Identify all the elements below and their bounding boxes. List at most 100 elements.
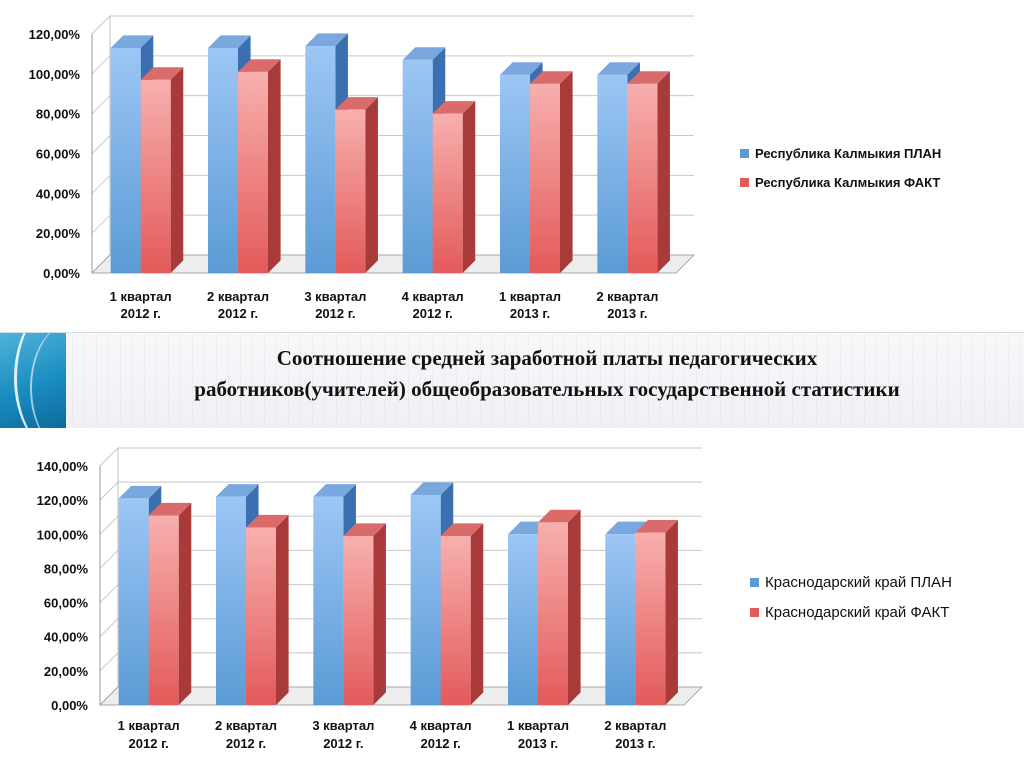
- bar-fact-side: [170, 67, 184, 273]
- legend-label-plan: Краснодарский край ПЛАН: [765, 574, 952, 591]
- y-tick-label: 100,00%: [37, 527, 89, 542]
- gridline-diagonal: [91, 214, 111, 234]
- x-tick-label: 2 квартал: [207, 289, 269, 304]
- bar-fact: [530, 83, 560, 274]
- bar-fact-top: [627, 71, 670, 84]
- legend-label-fact: Республика Калмыкия ФАКТ: [755, 175, 940, 190]
- x-tick-label: 3 квартал: [304, 289, 366, 304]
- x-tick-label: 3 квартал: [312, 718, 374, 733]
- x-tick-label: 1 квартал: [118, 718, 180, 733]
- bar-fact-top: [238, 59, 281, 72]
- x-tick-label: 2012 г.: [218, 306, 258, 321]
- bar-plan: [313, 496, 344, 705]
- bar-plan: [508, 534, 538, 705]
- bar-fact: [432, 113, 463, 274]
- y-tick-label: 20,00%: [44, 664, 89, 679]
- x-tick-label: 1 квартал: [499, 289, 561, 304]
- x-tick-label: 1 квартал: [507, 718, 569, 733]
- bar-fact-top: [635, 519, 678, 533]
- gridline-diagonal: [99, 515, 119, 535]
- gridline-diagonal: [91, 135, 111, 154]
- x-tick-label: 2012 г.: [129, 736, 169, 751]
- bar-fact-top: [343, 523, 386, 536]
- bar-plan-top: [305, 33, 348, 46]
- x-tick-label: 2013 г.: [518, 736, 558, 751]
- bar-fact-side: [568, 509, 581, 705]
- bar-plan: [500, 74, 530, 274]
- x-tick-label: 2012 г.: [413, 306, 453, 321]
- legend-swatch-fact: [750, 608, 759, 617]
- bar-plan-top: [313, 484, 356, 497]
- bar-fact-side: [560, 71, 573, 273]
- legend-swatch-plan: [750, 578, 759, 587]
- bar-plan: [597, 74, 628, 274]
- bar-plan-top: [118, 485, 162, 499]
- bar-plan-top: [500, 62, 543, 75]
- bar-plan-top: [216, 484, 259, 497]
- chart-krasnodar-svg: 0,00% 20,00% 40,00% 60,00% 80,00% 100,00% 120,…: [37, 447, 952, 751]
- bar-fact-top: [530, 71, 573, 84]
- bar-fact: [440, 535, 471, 705]
- bar-plan: [410, 495, 441, 705]
- x-tick-label: 4 квартал: [410, 718, 472, 733]
- x-tick-label: 2013 г.: [615, 736, 655, 751]
- bar-fact-top: [335, 97, 378, 110]
- gridline-diagonal: [91, 95, 111, 115]
- bar-fact-side: [178, 502, 192, 705]
- y-tick-label: 60,00%: [44, 596, 89, 611]
- bar-fact: [148, 515, 179, 705]
- gridline-diagonal: [99, 584, 119, 603]
- x-tick-label: 1 квартал: [110, 289, 172, 304]
- bar-plan-top: [208, 35, 251, 48]
- bar-fact-side: [373, 523, 386, 705]
- legend-swatch-plan: [740, 149, 749, 158]
- bar-fact-top: [538, 509, 581, 523]
- bar-fact: [343, 535, 374, 705]
- bar-plan-top: [110, 35, 154, 48]
- bar-plan: [605, 534, 636, 705]
- x-tick-label: 2 квартал: [596, 289, 658, 304]
- bar-plan: [305, 45, 336, 274]
- legend-label-plan: Республика Калмыкия ПЛАН: [755, 146, 941, 161]
- gridline-diagonal: [99, 447, 119, 467]
- gridline-diagonal: [99, 652, 119, 672]
- y-tick-label: 140,00%: [37, 459, 89, 474]
- bar-plan: [216, 496, 246, 705]
- gridline-diagonal: [91, 174, 111, 194]
- x-tick-label: 2012 г.: [315, 306, 355, 321]
- y-tick-label: 0,00%: [51, 698, 88, 713]
- logo-decoration: [0, 333, 66, 429]
- bar-fact: [335, 109, 366, 273]
- bar-plan-top: [402, 47, 446, 60]
- x-tick-label: 2012 г.: [226, 736, 266, 751]
- gridline-diagonal: [99, 550, 119, 569]
- bar-plan: [208, 47, 238, 273]
- bar-fact-side: [665, 519, 678, 705]
- bar-fact-side: [268, 59, 281, 273]
- x-tick-label: 2013 г.: [510, 306, 550, 321]
- y-tick-label: 80,00%: [44, 561, 89, 576]
- bar-plan-top: [597, 62, 640, 75]
- page-title: Соотношение средней заработной платы пед…: [70, 343, 1024, 405]
- y-tick-label: 120,00%: [29, 27, 81, 42]
- bar-fact: [627, 83, 658, 274]
- bar-fact: [538, 522, 568, 705]
- bar-fact-side: [470, 523, 484, 705]
- bar-fact: [140, 79, 171, 273]
- bar-fact-top: [148, 502, 192, 516]
- bar-fact-top: [140, 67, 184, 80]
- y-tick-label: 40,00%: [36, 186, 81, 201]
- gridline-diagonal: [91, 55, 111, 75]
- y-tick-label: 100,00%: [29, 67, 81, 82]
- bar-fact: [246, 527, 276, 705]
- y-tick-label: 80,00%: [36, 107, 81, 122]
- chart-kalmykia: 0,00% 20,00% 40,00% 60,00% 80,00% 100,00% 120,…: [0, 0, 1024, 332]
- y-tick-label: 40,00%: [44, 630, 89, 645]
- gridline-diagonal: [99, 481, 119, 501]
- legend-swatch-fact: [740, 178, 749, 187]
- bar-plan: [110, 47, 141, 273]
- y-tick-label: 0,00%: [43, 266, 80, 281]
- bar-fact-top: [440, 523, 484, 536]
- x-tick-label: 2012 г.: [121, 306, 161, 321]
- chart-krasnodar: 0,00% 20,00% 40,00% 60,00% 80,00% 100,00% 120,…: [0, 428, 1024, 768]
